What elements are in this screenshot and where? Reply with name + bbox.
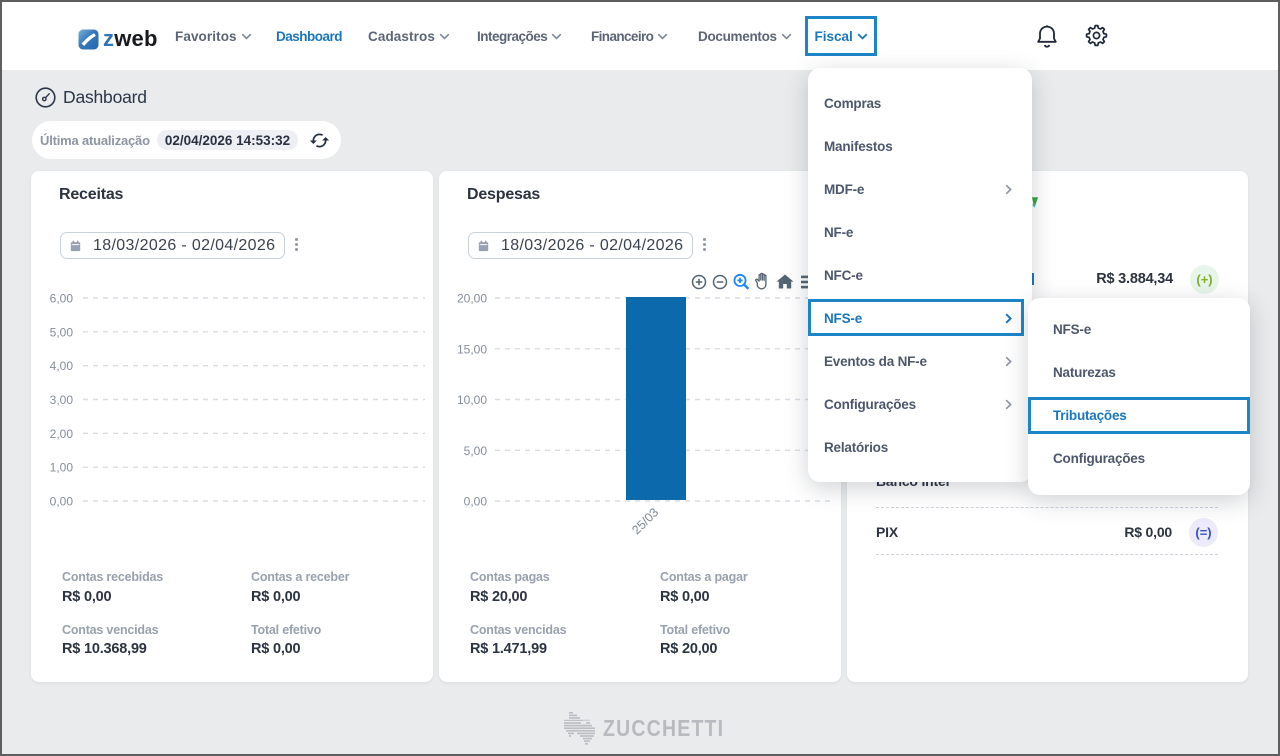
svg-text:15,00: 15,00 <box>457 342 487 356</box>
svg-text:0,00: 0,00 <box>50 495 74 509</box>
svg-text:6,00: 6,00 <box>50 292 74 306</box>
svg-text:2,00: 2,00 <box>50 427 74 441</box>
svg-text:10,00: 10,00 <box>457 393 487 407</box>
svg-text:0,00: 0,00 <box>464 495 488 509</box>
svg-text:3,00: 3,00 <box>50 393 74 407</box>
svg-text:4,00: 4,00 <box>50 359 74 373</box>
svg-text:5,00: 5,00 <box>464 444 488 458</box>
svg-text:20,00: 20,00 <box>457 292 487 306</box>
svg-text:5,00: 5,00 <box>50 325 74 339</box>
svg-text:1,00: 1,00 <box>50 461 74 475</box>
